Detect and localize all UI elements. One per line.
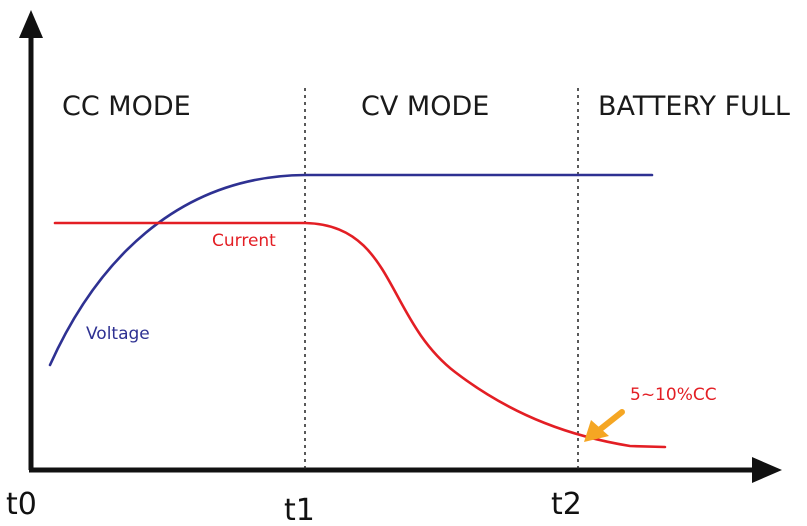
tick-t0: t0 <box>6 487 37 522</box>
voltage-curve <box>48 173 654 367</box>
tick-t2: t2 <box>551 487 582 522</box>
arrow-icon <box>584 409 625 442</box>
current-label: Current <box>212 231 276 251</box>
current-curve <box>53 221 667 449</box>
cv-mode-label: CV MODE <box>361 91 489 122</box>
axes <box>19 10 782 483</box>
cc-mode-label: CC MODE <box>62 91 191 122</box>
voltage-label: Voltage <box>86 324 150 344</box>
y-axis-arrowhead <box>19 10 43 38</box>
tick-t1: t1 <box>284 493 315 526</box>
battery-full-label: BATTERY FULL <box>598 91 790 122</box>
annotation-label: 5~10%CC <box>630 385 717 405</box>
x-axis-arrowhead <box>752 457 782 483</box>
